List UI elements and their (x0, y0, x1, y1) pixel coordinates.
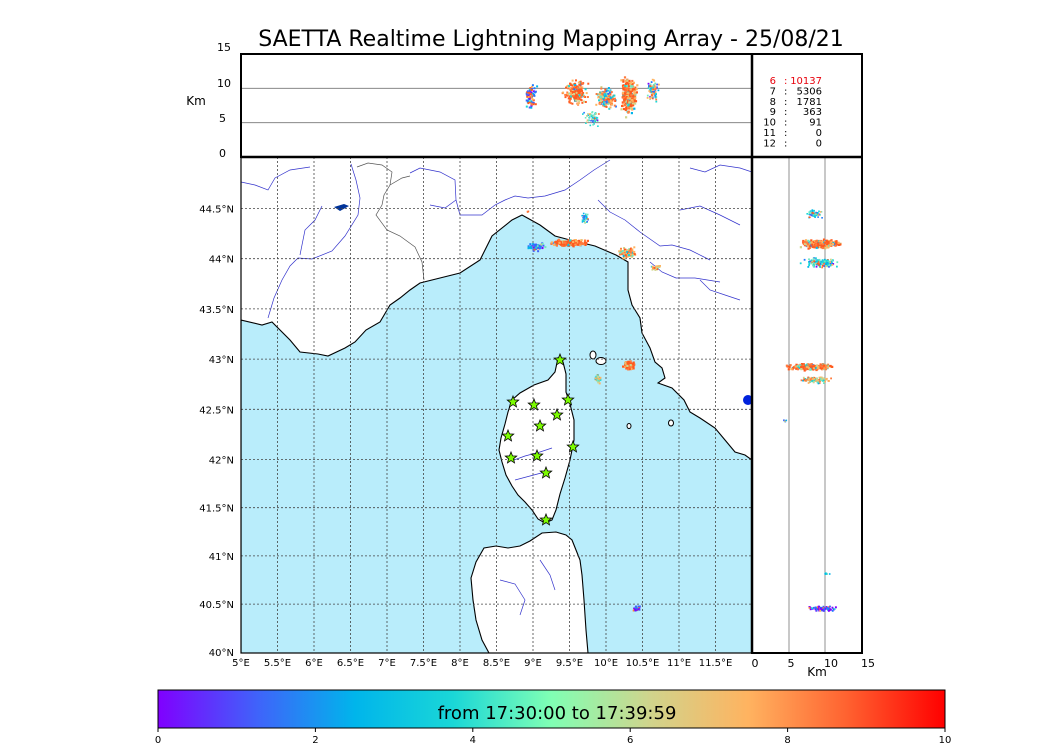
station-marker (539, 465, 553, 479)
altitude-tick-15: 15 (217, 41, 231, 54)
lma-stations (501, 352, 580, 526)
longitude-tick-label: 11.5°E (699, 658, 733, 669)
station-marker (539, 512, 553, 526)
altitude-tick-10: 10 (217, 77, 231, 90)
longitude-tick-label: 7°E (378, 658, 396, 669)
longitude-ticks: 5°E 5.5°E 6°E 6.5°E 7°E 7.5°E 8°E 8.5°E 9°E 9.5°E… (232, 658, 732, 669)
longitude-tick-label: 8°E (451, 658, 469, 669)
station-count-label: 10 (763, 118, 776, 129)
altitude-tick-5: 5 (219, 112, 226, 125)
side-tick-15: 15 (861, 657, 875, 670)
colorbar-tick-label: 2 (312, 735, 318, 746)
lightning-sources (526, 210, 661, 612)
latitude-tick-label: 41°N (209, 552, 234, 563)
station-count-label: 11 (763, 128, 776, 139)
latitude-altitude-panel: 0 5 10 15 Km (241, 54, 875, 679)
country-borders (356, 162, 425, 281)
station-count-separator: : (784, 118, 787, 129)
colorbar-tick-label: 10 (939, 735, 952, 746)
longitude-tick-label: 6.5°E (337, 658, 364, 669)
station-marker (506, 394, 520, 408)
colorbar-tick-label: 6 (627, 735, 633, 746)
station-count-label: 12 (763, 138, 776, 149)
latitude-tick-label: 40°N (209, 648, 234, 659)
station-count-separator: : (784, 97, 787, 108)
station-count-value: 5306 (797, 86, 822, 97)
station-count-value: 0 (816, 138, 822, 149)
colorbar-tick-label: 0 (155, 735, 161, 746)
side-tick-10: 10 (824, 657, 838, 670)
latitude-tick-label: 41.5°N (199, 504, 234, 515)
time-colorbar: from 17:30:00 to 17:39:59 0 2 4 6 8 10 (155, 689, 952, 746)
side-tick-5: 5 (788, 657, 795, 670)
station-count-label: 8 (770, 97, 776, 108)
side-sources (783, 209, 842, 612)
station-count-label: 9 (770, 107, 776, 118)
station-marker (561, 392, 575, 406)
station-count-label: 6 (770, 76, 776, 87)
figure-title: SAETTA Realtime Lightning Mapping Array … (258, 27, 844, 52)
station-count-separator: : (784, 107, 787, 118)
longitude-tick-label: 6°E (305, 658, 323, 669)
station-marker (504, 450, 518, 464)
altitude-panel: 15 10 5 0 Km (186, 41, 753, 160)
latitude-tick-label: 43°N (209, 355, 234, 366)
longitude-tick-label: 10°E (594, 658, 618, 669)
latitude-ticks: 44.5°N 44°N 43.5°N 43°N 42.5°N 42°N 41.5°N 41°N… (199, 205, 234, 660)
sardinia-island (470, 531, 589, 653)
longitude-tick-label: 10.5°E (626, 658, 660, 669)
map-panel: 5°E 5.5°E 6°E 6.5°E 7°E 7.5°E 8°E 8.5°E 9°E 9.5°E… (199, 156, 753, 669)
station-count-value: 1781 (797, 97, 822, 108)
longitude-tick-label: 8.5°E (483, 658, 510, 669)
side-tick-0: 0 (752, 657, 759, 670)
colorbar-label: from 17:30:00 to 17:39:59 (438, 703, 677, 724)
colorbar-tick-label: 8 (784, 735, 790, 746)
longitude-tick-label: 9.5°E (556, 658, 583, 669)
latitude-tick-label: 40.5°N (199, 600, 234, 611)
station-count-value: 91 (809, 118, 822, 129)
latitude-tick-label: 44.5°N (199, 205, 234, 216)
station-count-value: 10137 (790, 76, 822, 87)
longitude-tick-label: 7.5°E (410, 658, 437, 669)
altitude-sources (525, 76, 660, 127)
altitude-tick-0: 0 (219, 147, 226, 160)
latitude-tick-label: 42°N (209, 456, 234, 467)
colorbar-tick-label: 4 (470, 735, 476, 746)
station-marker (533, 418, 547, 432)
longitude-tick-label: 11°E (667, 658, 691, 669)
station-marker (553, 352, 567, 366)
station-marker (501, 428, 515, 442)
station-marker (550, 407, 564, 421)
station-marker (566, 439, 580, 453)
station-count-separator: : (784, 138, 787, 149)
longitude-tick-label: 5.5°E (264, 658, 291, 669)
station-marker (530, 448, 544, 462)
latitude-tick-label: 44°N (209, 255, 234, 266)
longitude-tick-label: 9°E (524, 658, 542, 669)
latitude-tick-label: 42.5°N (199, 405, 234, 416)
rivers (241, 159, 752, 616)
station-count-separator: : (784, 76, 787, 87)
latitude-tick-label: 43.5°N (199, 305, 234, 316)
station-count-label: 7 (770, 86, 776, 97)
station-count-separator: : (784, 128, 787, 139)
station-count-separator: : (784, 86, 787, 97)
station-count-value: 0 (816, 128, 822, 139)
side-unit-label: Km (807, 665, 827, 679)
colorbar-ticks: 0 2 4 6 8 10 (155, 728, 952, 746)
station-count-value: 363 (803, 107, 822, 118)
altitude-unit-label: Km (186, 94, 206, 108)
longitude-tick-label: 5°E (232, 658, 250, 669)
station-marker (527, 397, 541, 411)
